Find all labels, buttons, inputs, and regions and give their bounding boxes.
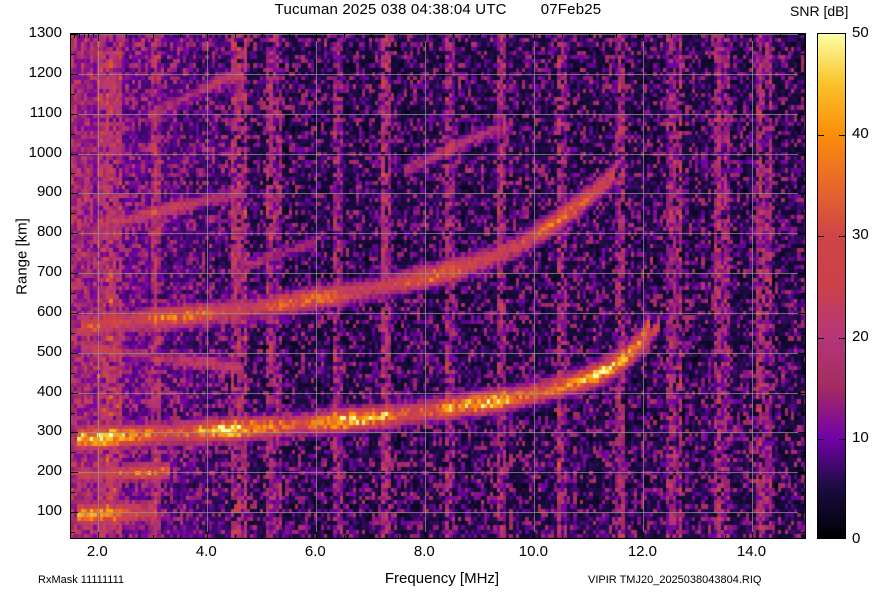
y-axis-tick-label: 800 — [36, 223, 62, 241]
x-axis-tick-label: 10.0 — [518, 543, 548, 560]
x-axis-tick-label: 8.0 — [413, 543, 435, 560]
y-axis-tick-label: 200 — [36, 462, 62, 480]
page-title: Tucuman 2025 038 04:38:04 UTC 07Feb25 — [70, 1, 806, 18]
y-axis-tick-label: 400 — [36, 382, 62, 400]
y-axis-tick-label: 600 — [36, 302, 62, 320]
colorbar-tick — [839, 135, 845, 137]
colorbar-tick-label: 0 — [852, 530, 861, 547]
y-axis-tick-label: 700 — [36, 263, 62, 281]
x-axis-tick-label: 14.0 — [736, 543, 767, 560]
colorbar-tick — [818, 236, 824, 238]
colorbar-tick — [818, 337, 824, 339]
colorbar-title: SNR [dB] — [790, 3, 849, 19]
colorbar-tick-label: 10 — [852, 428, 869, 446]
colorbar-tick — [839, 337, 845, 339]
colorbar-tick — [839, 236, 845, 238]
y-axis-tick-label: 1200 — [28, 63, 62, 81]
snr-colorbar — [817, 33, 846, 539]
rxmask-label: RxMask 11111111 — [38, 574, 125, 586]
colorbar-tick-label: 20 — [852, 327, 869, 345]
y-axis-tick-label: 1100 — [29, 103, 62, 121]
colorbar-tick-label: 50 — [852, 24, 869, 41]
y-axis-tick-label: 1300 — [28, 24, 62, 41]
source-file-label: VIPIR TMJ20_2025038043804.RIQ — [588, 574, 762, 586]
colorbar-tick — [818, 438, 824, 440]
ionogram-heatmap-canvas — [71, 34, 805, 538]
x-axis-tick-label: 6.0 — [304, 543, 326, 560]
x-axis-title: Frequency [MHz] — [384, 570, 500, 587]
y-axis-title: Range [km] — [13, 218, 31, 295]
colorbar-gradient — [818, 34, 845, 538]
y-axis-tick-label: 900 — [36, 183, 62, 201]
colorbar-tick — [818, 135, 824, 137]
x-axis-tick-label: 12.0 — [627, 543, 658, 560]
y-axis-tick-label: 300 — [36, 422, 62, 440]
title-date: 07Feb25 — [540, 1, 602, 18]
y-axis-tick-label: 500 — [36, 342, 62, 360]
colorbar-tick-label: 30 — [852, 226, 869, 244]
x-axis-tick-label: 4.0 — [195, 543, 217, 560]
colorbar-tick — [839, 438, 845, 440]
y-axis-tick-label: 1000 — [28, 143, 62, 161]
y-axis-tick-label: 100 — [36, 502, 62, 520]
ionogram-plot-area[interactable] — [70, 33, 806, 539]
colorbar-tick-label: 40 — [852, 125, 869, 143]
x-axis-tick-label: 2.0 — [86, 543, 108, 560]
title-text: Tucuman 2025 038 04:38:04 UTC — [274, 1, 507, 18]
